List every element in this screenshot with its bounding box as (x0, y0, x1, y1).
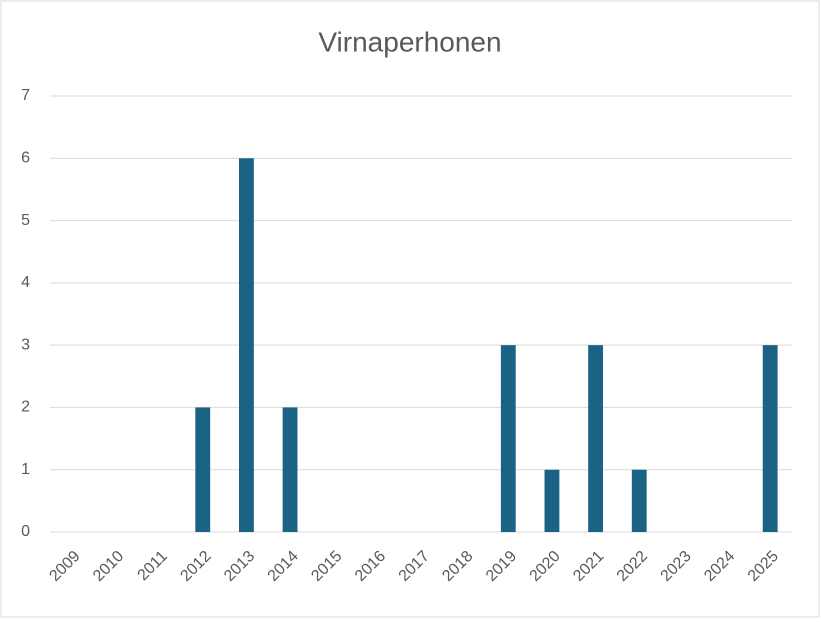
bar (588, 345, 604, 532)
y-tick-label: 3 (21, 336, 30, 353)
bar (631, 469, 647, 532)
bar (238, 158, 254, 533)
y-tick-label: 7 (21, 87, 30, 104)
y-tick-label: 5 (21, 212, 30, 229)
y-tick-label: 2 (21, 399, 30, 416)
bar (762, 345, 778, 532)
bar (282, 407, 298, 532)
chart-title: Virnaperhonen (318, 26, 501, 57)
y-tick-label: 4 (21, 274, 30, 291)
y-tick-label: 1 (21, 461, 30, 478)
bar (195, 407, 211, 532)
bar (500, 345, 516, 532)
y-tick-label: 6 (21, 150, 30, 167)
bar (544, 469, 560, 532)
y-tick-label: 0 (21, 523, 30, 540)
